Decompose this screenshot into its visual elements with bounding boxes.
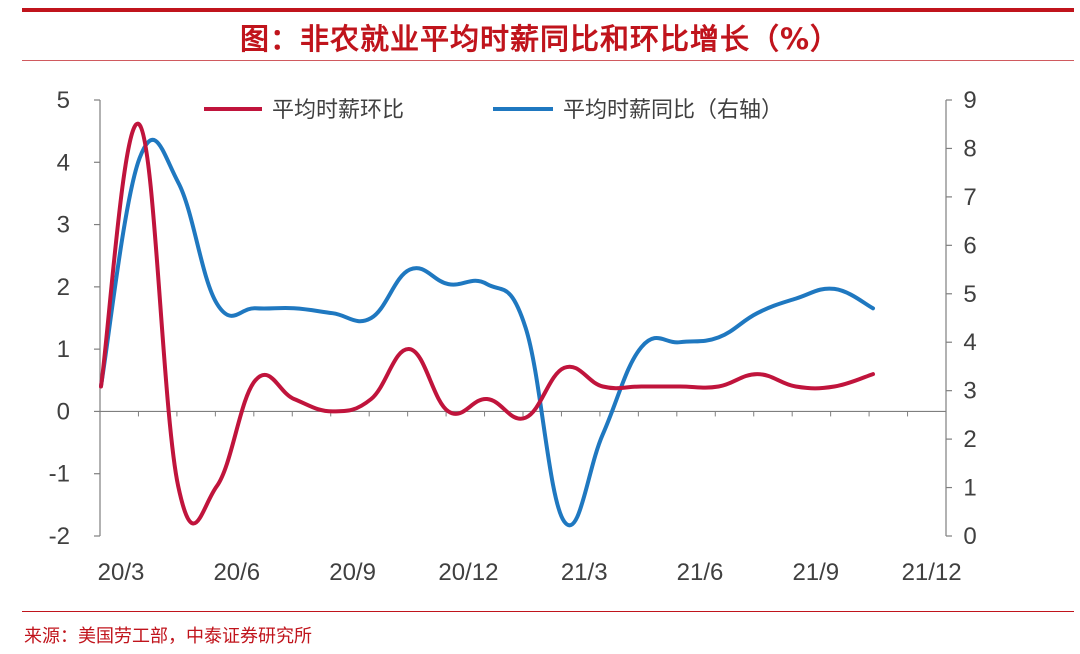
left-tick-label: 5 (57, 87, 70, 114)
right-tick-label: 9 (963, 87, 976, 114)
title-rule (22, 60, 1074, 61)
left-tick-label: 4 (57, 149, 70, 176)
x-tick-label: 21/3 (561, 559, 608, 586)
x-tick-label: 21/9 (792, 559, 839, 586)
chart-title: 图：非农就业平均时薪同比和环比增长（%） (239, 22, 841, 56)
top-rule (22, 8, 1074, 12)
left-tick-label: 2 (57, 274, 70, 301)
right-tick-label: 3 (963, 378, 976, 405)
right-tick-label: 8 (963, 135, 976, 162)
source-note: 来源：美国劳工部，中泰证券研究所 (24, 626, 312, 647)
left-tick-label: 1 (57, 336, 70, 363)
x-tick-label: 21/6 (677, 559, 724, 586)
legend-item-yoy-label: 平均时薪同比（右轴） (563, 98, 783, 123)
right-tick-label: 5 (963, 281, 976, 308)
right-tick-label: 7 (963, 184, 976, 211)
x-tick-label: 20/6 (213, 559, 260, 586)
series-line-mom (99, 121, 875, 526)
legend: 平均时薪环比 平均时薪同比（右轴） (204, 98, 783, 123)
x-tick-label: 20/9 (329, 559, 376, 586)
left-tick-label: -1 (49, 461, 70, 488)
legend-item-mom-label: 平均时薪环比 (272, 98, 404, 123)
left-tick-label: 0 (57, 398, 70, 425)
series-layer (99, 121, 875, 527)
right-tick-label: 2 (963, 426, 976, 453)
right-tick-label: 6 (963, 232, 976, 259)
x-tick-label: 20/12 (438, 559, 498, 586)
x-tick-label: 20/3 (98, 559, 145, 586)
left-tick-label: -2 (49, 523, 70, 550)
right-tick-label: 0 (963, 523, 976, 550)
axes: -2 -1 0 1 2 3 4 5 0 1 2 3 4 5 6 7 8 9 20/3 20/6 20/9 20/12 21/… (49, 87, 977, 586)
right-tick-label: 4 (963, 329, 976, 356)
x-tick-label: 21/12 (902, 559, 962, 586)
left-tick-label: 3 (57, 212, 70, 239)
series-line-yoy (99, 138, 875, 527)
bottom-rule (22, 611, 1074, 612)
right-tick-label: 1 (963, 475, 976, 502)
